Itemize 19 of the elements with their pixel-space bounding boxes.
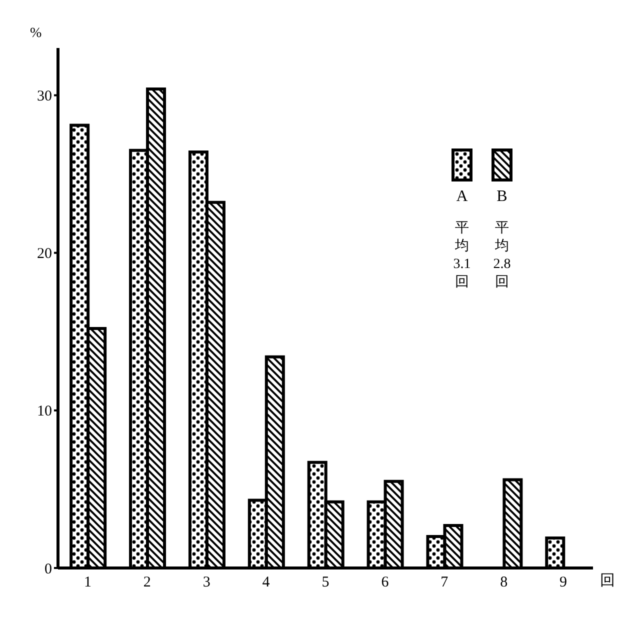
x-tick-label: 4 <box>262 574 270 591</box>
legend-label: A <box>456 188 468 206</box>
y-tick-label: 30 <box>37 88 52 105</box>
x-tick-label: 1 <box>84 574 92 591</box>
x-tick-label: 5 <box>322 574 330 591</box>
x-tick-label: 9 <box>560 574 568 591</box>
annotation: 平均3.1回 <box>453 220 471 292</box>
x-tick-label: 6 <box>381 574 390 591</box>
legend-label: B <box>496 188 508 206</box>
x-tick-label: 8 <box>500 574 508 591</box>
x-axis-title: 回 <box>600 572 615 590</box>
annotation: 平均2.8回 <box>493 220 511 292</box>
y-axis-title: % <box>30 26 42 42</box>
x-tick-label: 3 <box>202 574 210 591</box>
x-tick-label: 7 <box>440 574 449 591</box>
y-tick-label: 0 <box>44 561 52 578</box>
y-tick-label: 10 <box>37 404 52 420</box>
y-tick-label: 20 <box>37 246 52 262</box>
x-tick-label: 2 <box>143 574 151 591</box>
